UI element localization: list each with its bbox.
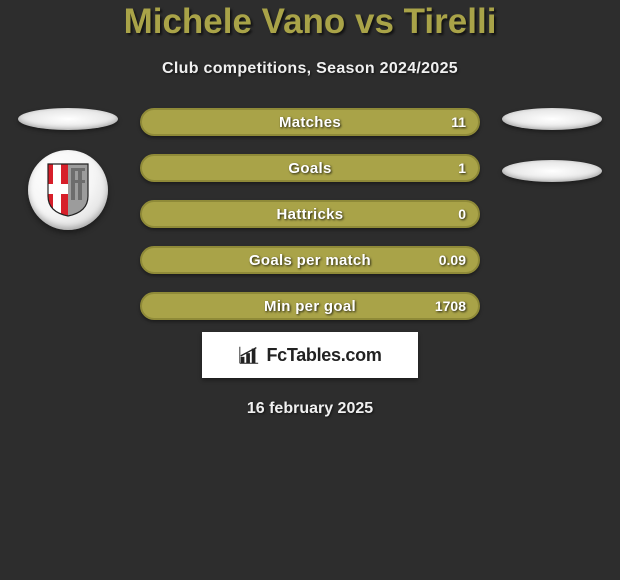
date-line: 16 february 2025 (0, 400, 620, 418)
stat-pill: Goals per match 0.09 (140, 246, 480, 274)
stat-pill: Matches 11 (140, 108, 480, 136)
stat-value-right: 0 (458, 206, 466, 222)
stat-label: Matches (279, 114, 341, 131)
shield-icon (45, 162, 91, 218)
page-title: Michele Vano vs Tirelli (0, 2, 620, 42)
stat-pill: Goals 1 (140, 154, 480, 182)
stat-value-right: 1 (458, 160, 466, 176)
brand-text: FcTables.com (266, 345, 381, 366)
comparison-card: Michele Vano vs Tirelli Club competition… (0, 0, 620, 418)
left-player-column (18, 108, 118, 230)
subtitle: Club competitions, Season 2024/2025 (0, 60, 620, 78)
team-badge (28, 150, 108, 230)
stat-value-right: 1708 (435, 298, 466, 314)
stat-pill: Hattricks 0 (140, 200, 480, 228)
right-player-column (502, 108, 602, 182)
stat-value-right: 0.09 (439, 252, 466, 268)
player-photo-placeholder (18, 108, 118, 130)
player-photo-placeholder (502, 108, 602, 130)
stat-label: Goals (288, 160, 331, 177)
stat-label: Min per goal (264, 298, 356, 315)
body-row: Matches 11 Goals 1 Hattricks 0 Goals per match… (0, 108, 620, 320)
stat-label: Hattricks (277, 206, 344, 223)
stat-value-right: 11 (451, 114, 466, 130)
bar-chart-icon (238, 344, 260, 366)
stat-label: Goals per match (249, 252, 371, 269)
stats-column: Matches 11 Goals 1 Hattricks 0 Goals per match… (140, 108, 480, 320)
stat-pill: Min per goal 1708 (140, 292, 480, 320)
team-photo-placeholder (502, 160, 602, 182)
brand-watermark: FcTables.com (202, 332, 418, 378)
